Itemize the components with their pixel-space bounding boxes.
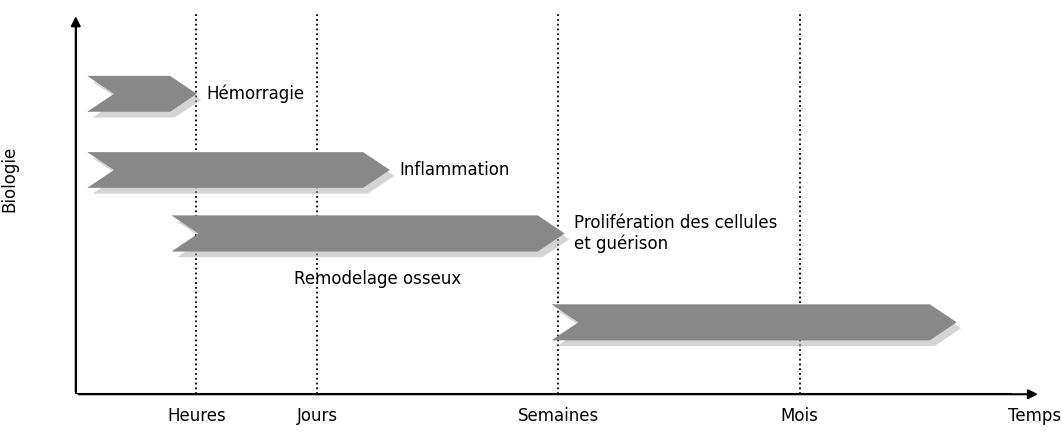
Polygon shape — [552, 305, 956, 340]
Text: Semaines: Semaines — [517, 407, 599, 425]
Text: Remodelage osseux: Remodelage osseux — [294, 271, 461, 289]
Text: Hémorragie: Hémorragie — [206, 85, 304, 103]
Text: Jours: Jours — [296, 407, 338, 425]
Polygon shape — [558, 310, 961, 346]
Text: Inflammation: Inflammation — [399, 161, 510, 179]
Polygon shape — [92, 158, 394, 194]
Text: Mois: Mois — [781, 407, 819, 425]
Polygon shape — [172, 215, 564, 251]
Text: Biologie: Biologie — [0, 145, 18, 211]
Polygon shape — [92, 82, 201, 117]
Polygon shape — [88, 76, 196, 112]
Text: Temps: Temps — [1008, 407, 1061, 425]
Text: Heures: Heures — [167, 407, 226, 425]
Polygon shape — [88, 152, 390, 188]
Text: Prolifération des cellules
et guérison: Prolifération des cellules et guérison — [573, 214, 777, 253]
Polygon shape — [177, 222, 569, 257]
